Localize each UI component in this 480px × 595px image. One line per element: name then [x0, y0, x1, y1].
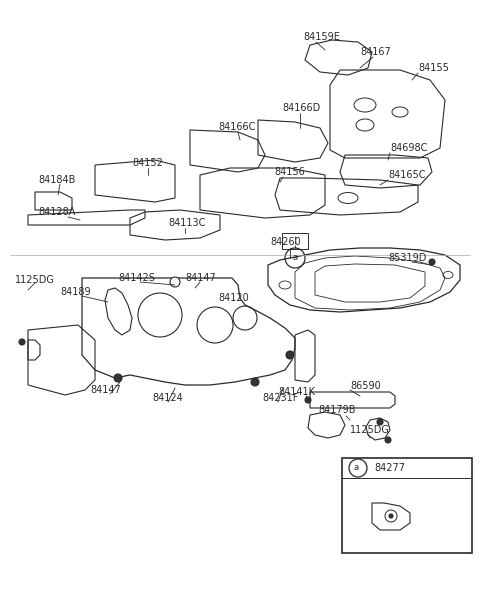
Text: 84128A: 84128A	[38, 207, 75, 217]
Text: 84113C: 84113C	[168, 218, 205, 228]
Text: 84166C: 84166C	[218, 122, 255, 132]
Text: 84184B: 84184B	[38, 175, 75, 185]
Text: 84165C: 84165C	[388, 170, 425, 180]
Text: 84156: 84156	[274, 167, 305, 177]
Circle shape	[170, 277, 180, 287]
Text: 1125DG: 1125DG	[350, 425, 390, 435]
Circle shape	[114, 374, 122, 382]
Text: 84277: 84277	[374, 463, 405, 473]
Text: 84179B: 84179B	[318, 405, 356, 415]
Text: a: a	[353, 464, 359, 472]
Text: 84147: 84147	[90, 385, 121, 395]
Text: 85319D: 85319D	[388, 253, 426, 263]
Text: 86590: 86590	[350, 381, 381, 391]
Text: 84124: 84124	[152, 393, 183, 403]
Circle shape	[377, 419, 383, 425]
Text: 1125DG: 1125DG	[15, 275, 55, 285]
Text: 84159E: 84159E	[303, 32, 340, 42]
Circle shape	[389, 514, 393, 518]
Text: 84152: 84152	[132, 158, 163, 168]
Text: 84167: 84167	[360, 47, 391, 57]
Circle shape	[286, 351, 294, 359]
Text: a: a	[292, 253, 298, 262]
Text: 84120: 84120	[218, 293, 249, 303]
Text: 84231F: 84231F	[262, 393, 299, 403]
Circle shape	[251, 378, 259, 386]
Circle shape	[305, 397, 311, 403]
Text: 84189: 84189	[60, 287, 91, 297]
Text: 84260: 84260	[270, 237, 301, 247]
Text: 84141K: 84141K	[278, 387, 315, 397]
Text: 84142S: 84142S	[118, 273, 155, 283]
Text: 84698C: 84698C	[390, 143, 427, 153]
Text: 84147: 84147	[185, 273, 216, 283]
Text: 84166D: 84166D	[282, 103, 320, 113]
Circle shape	[385, 437, 391, 443]
Circle shape	[429, 259, 435, 265]
Circle shape	[19, 339, 25, 345]
Text: 84155: 84155	[418, 63, 449, 73]
